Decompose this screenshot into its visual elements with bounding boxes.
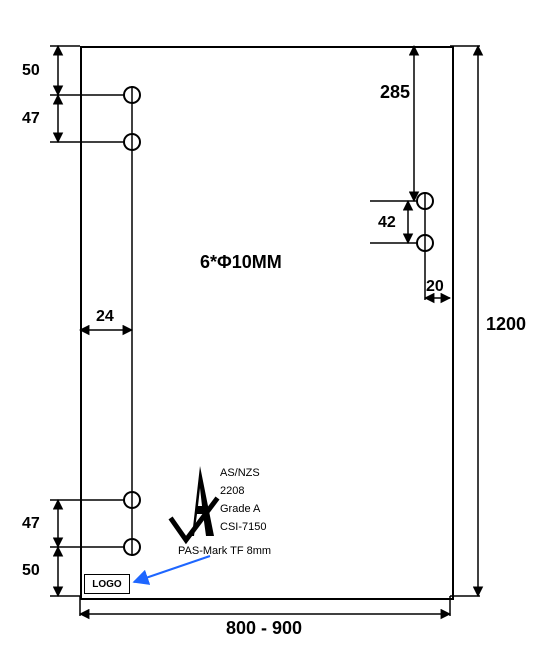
dim-20: 20 — [426, 278, 444, 296]
cert-line-0: AS/NZS — [220, 467, 260, 479]
hole-spec-text: 6*Φ10MM — [200, 252, 282, 273]
hole-right-1 — [416, 192, 434, 210]
dim-width-label: 800 - 900 — [226, 618, 302, 639]
cert-line-4: PAS-Mark TF 8mm — [178, 545, 271, 557]
panel-outline — [80, 46, 454, 600]
logo-box: LOGO — [84, 574, 130, 594]
hole-left-top-2 — [123, 133, 141, 151]
dim-285: 285 — [380, 82, 410, 103]
dim-50-top: 50 — [22, 62, 40, 80]
dim-47-bot: 47 — [22, 515, 40, 533]
cert-line-1: 2208 — [220, 485, 244, 497]
dim-height-label: 1200 — [486, 314, 526, 335]
dim-42: 42 — [378, 214, 396, 232]
dim-24: 24 — [96, 308, 114, 326]
cert-line-2: Grade A — [220, 503, 260, 515]
dim-47-top: 47 — [22, 110, 40, 128]
hole-left-top-1 — [123, 86, 141, 104]
dim-50-bot: 50 — [22, 562, 40, 580]
cert-line-3: CSI-7150 — [220, 521, 266, 533]
hole-right-2 — [416, 234, 434, 252]
hole-left-bot-1 — [123, 491, 141, 509]
hole-left-bot-2 — [123, 538, 141, 556]
